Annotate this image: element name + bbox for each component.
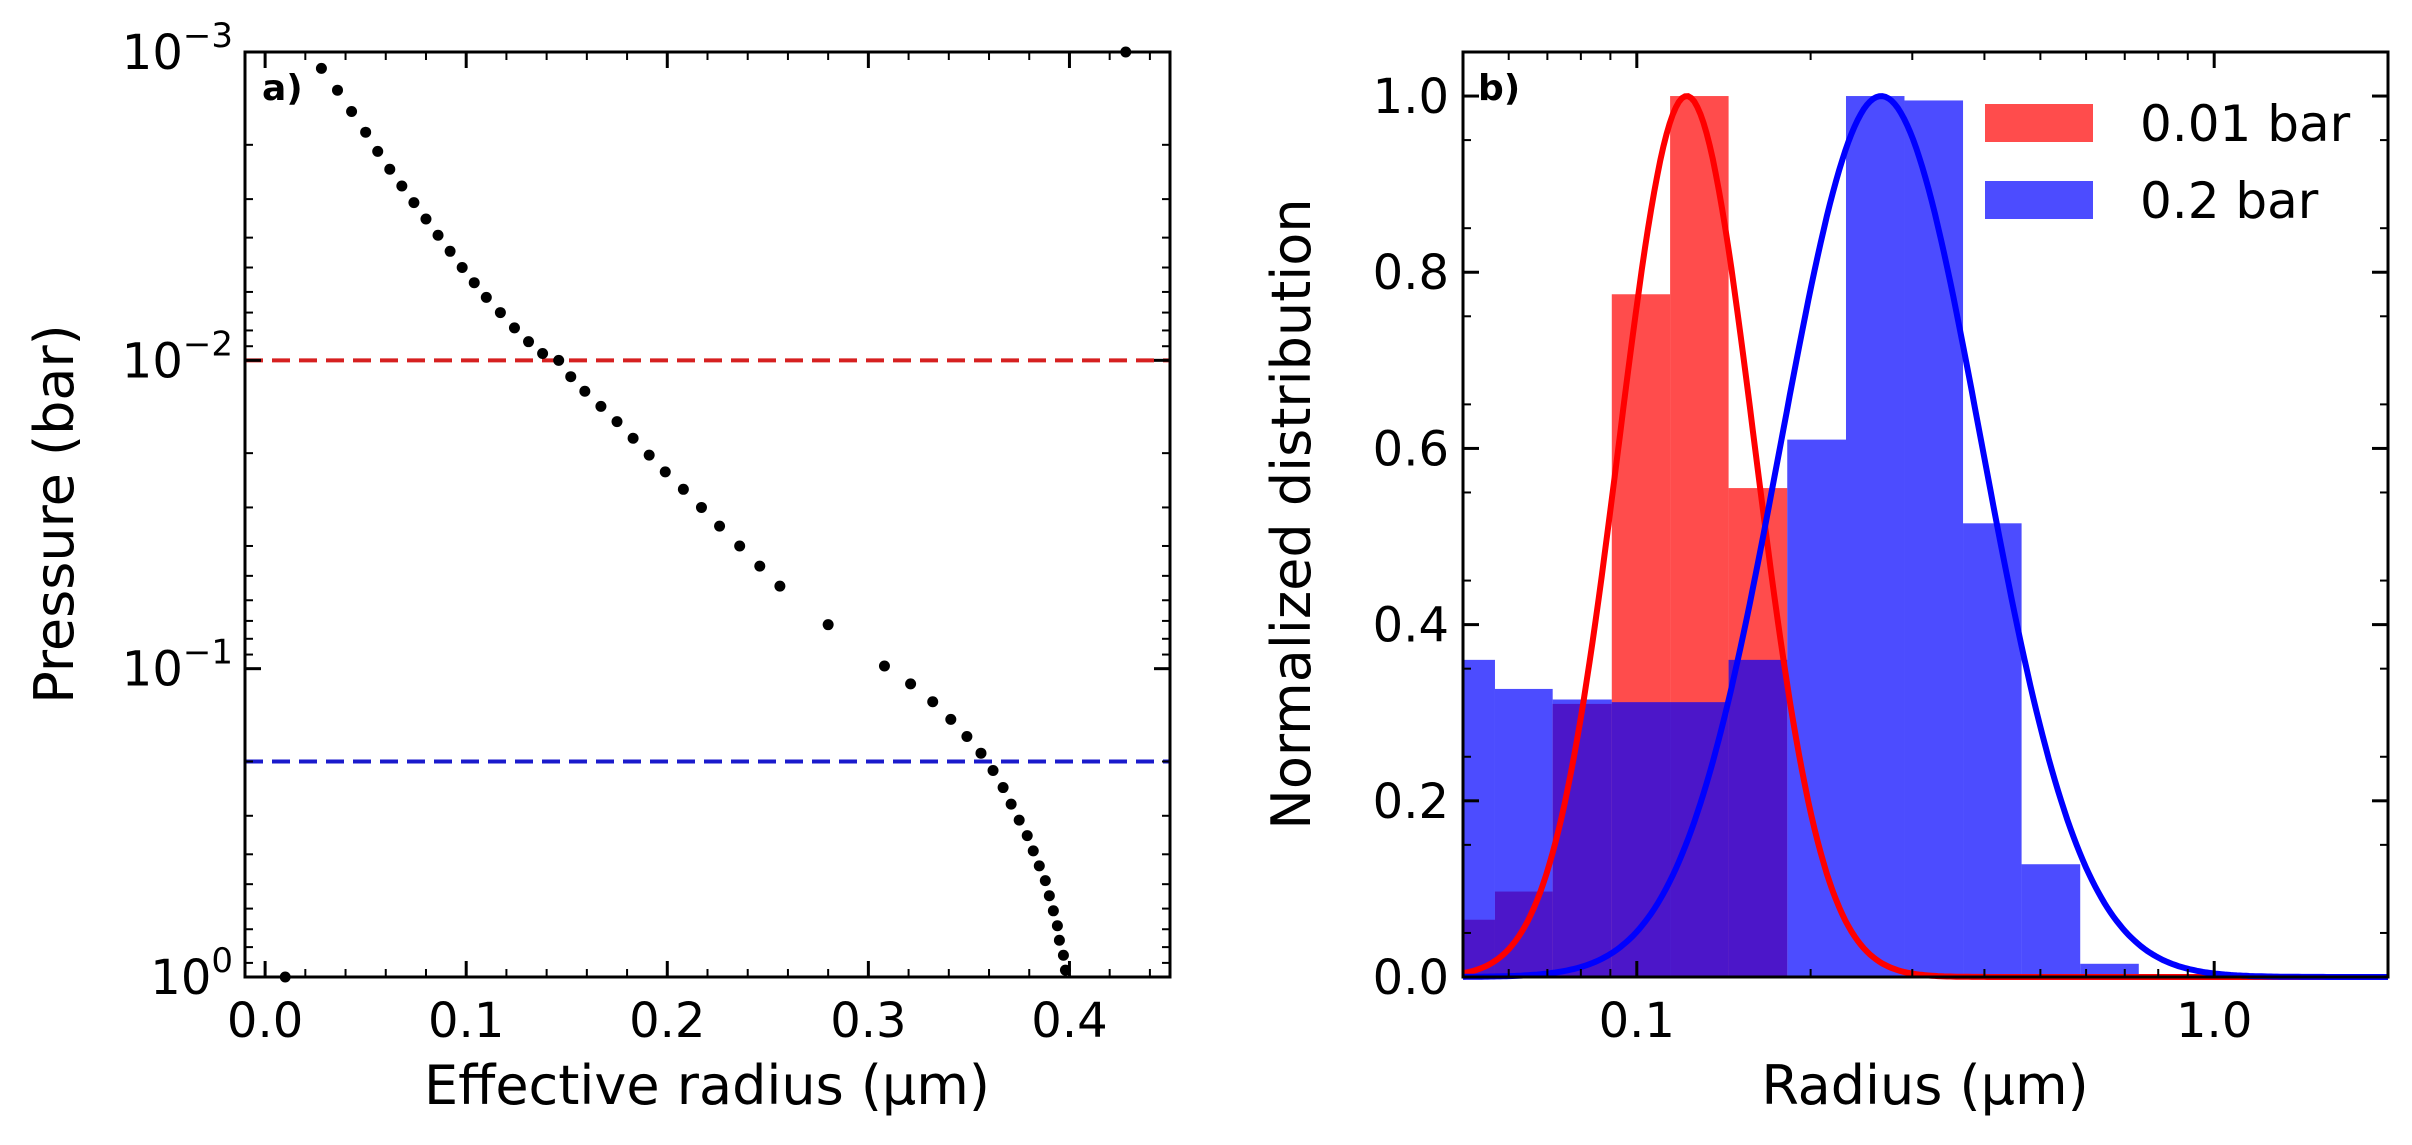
data-point [754, 560, 766, 572]
y-tick-label: 10−1 [122, 633, 233, 698]
y-tick-label: 0.0 [1373, 950, 1449, 1006]
data-point [1013, 814, 1025, 826]
x-tick-label: 0.2 [629, 993, 705, 1049]
y-tick-label: 1.0 [1373, 69, 1449, 125]
panel-b-plot-area [1462, 93, 2388, 980]
data-point [927, 696, 939, 708]
data-point [384, 163, 396, 175]
data-point [595, 400, 607, 412]
data-point [1057, 949, 1069, 961]
y-tick-label: 10−3 [122, 16, 233, 81]
x-tick-label: 0.4 [1031, 993, 1107, 1049]
panel-a-xlabel: Effective radius (μm) [424, 1054, 990, 1117]
data-point [611, 416, 623, 428]
histogram-bar [1611, 702, 1729, 977]
data-point [553, 354, 565, 366]
data-point [494, 307, 506, 319]
data-point [774, 580, 786, 592]
panel-b-ticks: 0.0 0.2 0.4 0.6 0.8 1.0 0.1 1.0 [1373, 51, 2389, 1049]
data-point [420, 213, 432, 225]
panel-a-ylabel: Pressure (bar) [23, 324, 86, 703]
legend-swatch-0.01-bar [1985, 104, 2093, 142]
x-tick-label: 0.1 [1599, 993, 1675, 1049]
data-point [659, 466, 671, 478]
y-tick-label: 10−2 [122, 324, 233, 389]
data-point [456, 262, 468, 274]
data-point [579, 385, 591, 397]
x-tick-label: 1.0 [2176, 993, 2252, 1049]
data-point [1051, 920, 1063, 932]
data-point [643, 449, 655, 461]
y-tick-label: 0.8 [1373, 245, 1449, 301]
data-point [878, 660, 890, 672]
data-point [565, 371, 577, 383]
panel-b: 0.00.20.40.60.81.00.1 1.0 b) Radius (μm) … [1260, 50, 2390, 1117]
data-point [480, 291, 492, 303]
data-point [432, 229, 444, 241]
histogram-bar [1845, 96, 1905, 978]
data-point [677, 483, 689, 495]
data-point [332, 84, 343, 96]
data-point [372, 145, 384, 157]
panel-b-frame [1461, 50, 2390, 979]
histogram-bar [1463, 659, 1495, 977]
x-tick-label: 0.3 [830, 993, 906, 1049]
data-point [1027, 845, 1039, 857]
histogram-bar [1552, 699, 1612, 977]
data-point [987, 765, 999, 777]
histogram-bar [1787, 439, 1846, 978]
data-point [360, 126, 372, 138]
data-point [468, 277, 480, 289]
data-point [1021, 830, 1033, 842]
data-point [508, 322, 520, 334]
data-point [714, 520, 726, 532]
data-point [822, 619, 834, 631]
data-point [734, 540, 746, 552]
panel-a-plot-area [245, 46, 1170, 983]
data-point [444, 245, 456, 257]
y-tick-label: 0.6 [1373, 421, 1449, 477]
data-point [1005, 798, 1017, 810]
data-point [396, 180, 408, 192]
panel-b-xlabel: Radius (μm) [1761, 1054, 2088, 1117]
y-tick-label: 100 [150, 941, 233, 1006]
x-tick-label: 0.0 [227, 993, 303, 1049]
data-point [1039, 875, 1051, 887]
x-tick-label: 0.1 [428, 993, 504, 1049]
data-point [905, 678, 917, 690]
data-point [408, 197, 420, 209]
data-point [997, 782, 1009, 794]
data-point [1043, 890, 1055, 902]
data-point [1053, 934, 1065, 946]
data-point [1033, 860, 1045, 872]
histogram-bar [2021, 864, 2081, 977]
histogram-bar [1728, 659, 1788, 977]
legend-label-0.01-bar: 0.01 bar [2140, 95, 2351, 153]
data-point [537, 347, 549, 359]
data-point [523, 336, 535, 348]
data-point [1047, 905, 1059, 917]
panel-b-label: b) [1478, 68, 1520, 109]
data-point [961, 731, 973, 743]
panel-a-ticks: 0.0 0.1 0.2 0.3 0.4 10−3 10−2 10−1 100 [122, 16, 1170, 1049]
fit-curve-1 [1462, 93, 2388, 980]
legend-swatch-0.2-bar [1985, 181, 2093, 219]
y-tick-label: 0.2 [1373, 774, 1449, 830]
data-point [315, 62, 327, 74]
legend-label-0.2-bar: 0.2 bar [2140, 172, 2319, 230]
data-point [975, 747, 987, 759]
histogram-bar [1904, 100, 1964, 977]
panel-b-ylabel: Normalized distribution [1260, 198, 1323, 829]
data-point [695, 501, 707, 513]
panel-a-label: a) [262, 68, 303, 109]
data-point [945, 713, 957, 725]
y-tick-label: 0.4 [1373, 598, 1449, 654]
data-point [346, 106, 358, 118]
data-point [627, 432, 639, 444]
panel-b-legend: 0.01 bar 0.2 bar [1985, 95, 2351, 230]
